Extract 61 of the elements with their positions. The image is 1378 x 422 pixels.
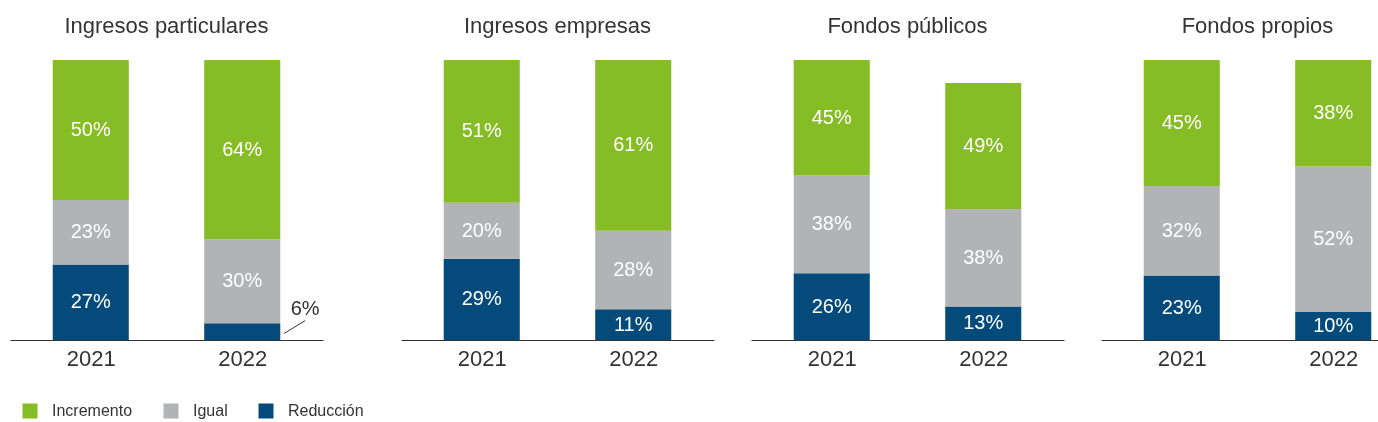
data-label: 26% bbox=[811, 294, 852, 317]
data-label: 51% bbox=[461, 119, 502, 142]
bar bbox=[1143, 186, 1220, 276]
bar bbox=[595, 230, 672, 310]
x-tick-label: 2022 bbox=[218, 345, 268, 371]
bar bbox=[52, 60, 129, 200]
bar bbox=[443, 258, 520, 340]
data-label: 10% bbox=[1313, 314, 1354, 336]
x-tick-label: 2022 bbox=[609, 345, 659, 371]
data-label: 50% bbox=[70, 118, 111, 140]
data-label: 38% bbox=[963, 245, 1004, 268]
chart-title: Fondos públicos bbox=[827, 13, 988, 38]
bar bbox=[1295, 166, 1372, 312]
legend-label: Incremento bbox=[52, 402, 133, 419]
chart-title: Ingresos particulares bbox=[64, 13, 269, 38]
bar bbox=[793, 60, 870, 176]
data-label: 6% bbox=[290, 296, 320, 319]
x-tick-label: 2021 bbox=[807, 345, 857, 371]
bar bbox=[945, 208, 1022, 307]
legend-label: Igual bbox=[193, 402, 228, 419]
bar bbox=[443, 60, 520, 203]
data-label: 32% bbox=[1161, 218, 1202, 241]
data-label: 38% bbox=[811, 212, 852, 235]
bar bbox=[595, 60, 672, 231]
bar bbox=[1143, 275, 1220, 340]
data-label: 27% bbox=[70, 290, 111, 313]
x-tick-label: 2022 bbox=[1309, 345, 1359, 371]
chart-title: Fondos propios bbox=[1181, 13, 1334, 38]
bar bbox=[793, 273, 870, 340]
bar bbox=[52, 200, 129, 265]
data-label: 45% bbox=[811, 105, 852, 128]
data-label: 11% bbox=[613, 312, 653, 335]
data-label: 38% bbox=[1313, 101, 1354, 124]
bar bbox=[204, 239, 281, 324]
chart-title: Ingresos empresas bbox=[463, 13, 652, 38]
x-tick-label: 2021 bbox=[457, 345, 507, 371]
data-label: 28% bbox=[613, 258, 654, 280]
data-label: 13% bbox=[963, 311, 1004, 334]
data-label: 29% bbox=[461, 287, 502, 310]
data-label: 64% bbox=[222, 137, 263, 160]
bar bbox=[1295, 60, 1372, 167]
bar bbox=[595, 309, 672, 340]
bar bbox=[204, 60, 281, 240]
bar bbox=[793, 175, 870, 274]
data-label: 30% bbox=[222, 269, 263, 292]
bar bbox=[945, 83, 1022, 209]
bar bbox=[1143, 60, 1220, 186]
bar bbox=[52, 264, 129, 340]
data-label: 61% bbox=[613, 133, 654, 156]
legend-label: Reducción bbox=[288, 402, 364, 419]
data-label: 23% bbox=[1161, 295, 1202, 318]
bar bbox=[204, 323, 281, 340]
x-tick-label: 2021 bbox=[1157, 345, 1207, 371]
data-label: 49% bbox=[963, 134, 1004, 157]
data-label: 45% bbox=[1161, 111, 1202, 133]
data-label: 20% bbox=[461, 218, 502, 241]
data-label: 23% bbox=[70, 220, 111, 243]
x-tick-label: 2021 bbox=[66, 345, 116, 371]
data-label: 52% bbox=[1313, 227, 1354, 250]
x-tick-label: 2022 bbox=[959, 345, 1009, 371]
bar bbox=[443, 202, 520, 259]
